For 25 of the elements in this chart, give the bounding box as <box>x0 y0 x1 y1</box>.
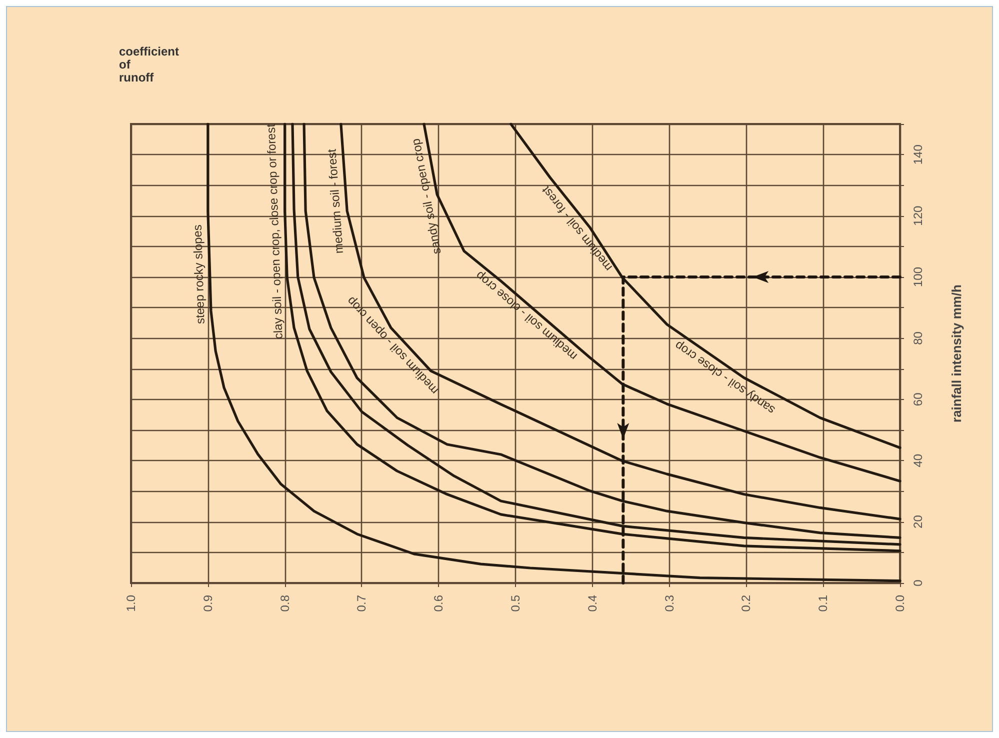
annotation: sandy soil - open crop <box>408 137 444 256</box>
x-tick-label: 0.5 <box>508 594 522 612</box>
y-tick-label: 100 <box>911 266 925 288</box>
y-tick-label: 80 <box>911 331 925 345</box>
annotation: clay soil - open crop, close crop or forest <box>264 123 286 340</box>
x-tick-label: 0.8 <box>278 594 292 612</box>
y-tick-label: 60 <box>911 392 925 406</box>
x-axis-title: coefficient of runoff <box>119 44 180 84</box>
annotation: medium soil - forest <box>324 148 346 254</box>
y-axis-title: rainfall intensity mm/h <box>949 284 964 422</box>
y-tick-label: 40 <box>911 454 925 468</box>
x-tick-label: 0.2 <box>739 594 754 612</box>
x-tick-label: 0.6 <box>432 594 446 612</box>
x-tick-label: 1.0 <box>124 594 138 612</box>
x-tick-label: 0.0 <box>893 594 907 612</box>
x-tick-label: 0.7 <box>354 594 369 612</box>
annotation: steep rocky slopes <box>190 224 208 324</box>
y-tick-label: 0 <box>911 579 925 586</box>
x-tick-label: 0.4 <box>585 594 600 612</box>
y-tick-label: 120 <box>911 205 925 226</box>
y-tick-label: 20 <box>911 514 925 528</box>
x-tick-label: 0.9 <box>200 594 215 612</box>
x-tick-label: 0.1 <box>816 594 830 612</box>
x-tick-label: 0.3 <box>662 594 676 612</box>
y-tick-label: 140 <box>911 144 925 165</box>
